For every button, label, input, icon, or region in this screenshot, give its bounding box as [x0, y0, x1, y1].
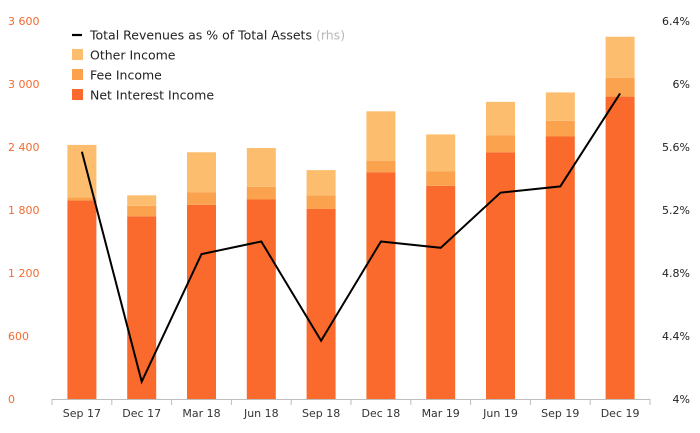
right-tick-label: 4.8%	[662, 267, 690, 280]
bar-net-interest-income	[246, 199, 276, 399]
x-axis: Sep 17 Dec 17 Mar 18 Jun 18 Sep 18 Dec 18 Mar …	[51, 399, 651, 420]
bar-net-interest-income	[67, 200, 97, 399]
bar-other-income	[545, 92, 575, 121]
left-tick-label: 3 600	[8, 15, 40, 28]
x-tick-label: Sep 17	[63, 407, 101, 420]
bar-fee-income	[426, 171, 456, 186]
x-tick-label: Dec 18	[362, 407, 401, 420]
bar-fee-income	[605, 77, 635, 97]
bar-net-interest-income	[545, 136, 575, 399]
legend-box-swatch	[72, 69, 83, 80]
bar-fee-income	[486, 135, 515, 153]
bar-fee-income	[366, 160, 396, 173]
bar-net-interest-income	[486, 152, 515, 399]
bar-other-income	[306, 170, 336, 196]
legend-label: Fee Income	[90, 68, 162, 83]
left-y-axis: 0 600 1 200 1 800 2 400 3 000 3 600	[8, 15, 40, 406]
bar-other-income	[426, 134, 456, 172]
right-tick-label: 5.6%	[662, 141, 690, 154]
bar-other-income	[187, 152, 216, 193]
legend-label-suffix: (rhs)	[316, 28, 345, 43]
x-tick-label: Dec 19	[601, 407, 640, 420]
x-tick-label: Sep 18	[302, 407, 340, 420]
left-tick-label: 600	[8, 330, 29, 343]
legend-label-text: Total Revenues as % of Total Assets	[89, 28, 312, 43]
right-tick-label: 4%	[673, 393, 690, 406]
legend-label: Other Income	[90, 48, 176, 63]
bar-fee-income	[306, 195, 336, 209]
bar-net-interest-income	[605, 96, 635, 399]
right-y-axis: 4% 4.4% 4.8% 5.2% 5.6% 6% 6.4%	[662, 15, 690, 406]
bar-net-interest-income	[366, 172, 396, 399]
x-tick-label: Sep 19	[541, 407, 579, 420]
x-tick-label: Mar 19	[422, 407, 460, 420]
bar-other-income	[486, 101, 515, 136]
bar-series	[67, 36, 635, 399]
bar-net-interest-income	[187, 204, 216, 399]
x-tick-label: Jun 18	[243, 407, 279, 420]
right-tick-label: 5.2%	[662, 204, 690, 217]
line-series	[80, 92, 621, 385]
left-tick-label: 1 800	[8, 204, 40, 217]
bar-net-interest-income	[426, 185, 456, 399]
bar-other-income	[127, 195, 157, 206]
bar-fee-income	[187, 192, 216, 205]
bar-other-income	[366, 111, 396, 161]
left-tick-label: 1 200	[8, 267, 40, 280]
right-tick-label: 4.4%	[662, 330, 690, 343]
revenue-ratio-line	[80, 92, 621, 385]
x-tick-label: Jun 19	[482, 407, 518, 420]
bar-fee-income	[67, 197, 97, 201]
bar-other-income	[246, 148, 276, 187]
bar-net-interest-income	[127, 216, 157, 399]
legend-label-text: Net Interest Income	[90, 88, 214, 103]
right-tick-label: 6%	[673, 78, 690, 91]
legend-box-swatch	[72, 89, 83, 100]
legend-label-text: Fee Income	[90, 68, 162, 83]
legend: Total Revenues as % of Total Assets (rhs)…	[72, 28, 345, 103]
legend-label: Net Interest Income	[90, 88, 214, 103]
bar-fee-income	[545, 120, 575, 137]
x-tick-label: Dec 17	[122, 407, 161, 420]
left-tick-label: 3 000	[8, 78, 40, 91]
right-tick-label: 6.4%	[662, 15, 690, 28]
bar-net-interest-income	[306, 208, 336, 399]
bar-fee-income	[127, 205, 157, 217]
bar-other-income	[605, 36, 635, 78]
legend-box-swatch	[72, 49, 83, 60]
left-tick-label: 0	[8, 393, 15, 406]
left-tick-label: 2 400	[8, 141, 40, 154]
legend-label: Total Revenues as % of Total Assets (rhs)	[89, 28, 345, 43]
legend-label-text: Other Income	[90, 48, 176, 63]
x-tick-label: Mar 18	[182, 407, 220, 420]
bar-fee-income	[246, 186, 276, 200]
